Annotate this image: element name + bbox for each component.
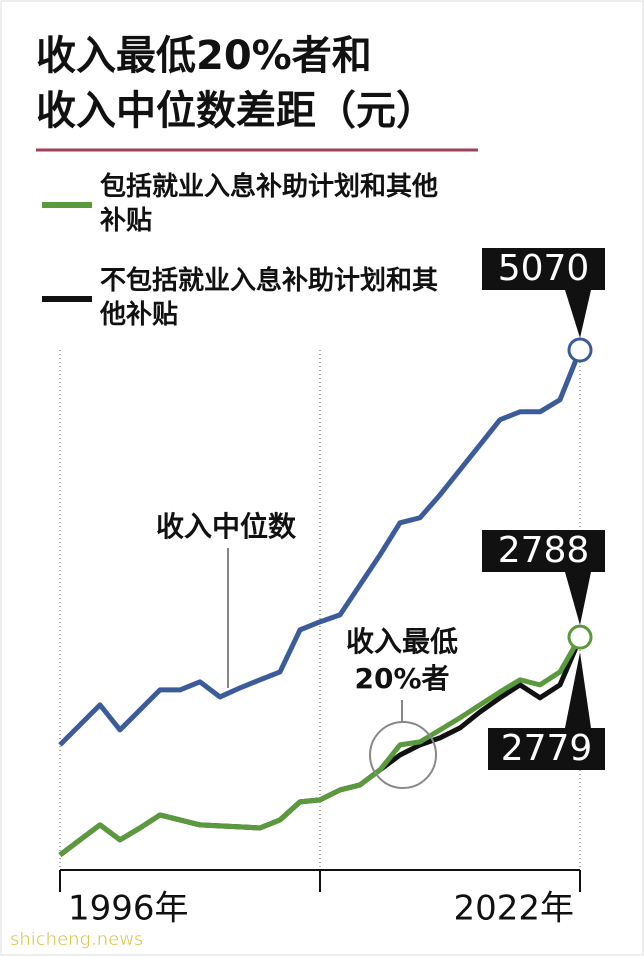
callout-box bbox=[488, 728, 605, 770]
end-marker bbox=[567, 624, 593, 650]
legend-label: 不包括就业入息补助计划和其他补贴 bbox=[100, 266, 439, 330]
watermark: shicheng.news bbox=[10, 929, 143, 950]
data-label: 5070 bbox=[498, 248, 590, 289]
annotation: 20%者 bbox=[354, 662, 449, 695]
annotation: 收入最低 bbox=[346, 625, 458, 658]
callout-pointer bbox=[565, 652, 591, 728]
annotation: 收入中位数 bbox=[156, 510, 297, 543]
highlight-circle bbox=[369, 721, 437, 789]
series-line bbox=[58, 349, 583, 747]
callout-box bbox=[482, 530, 605, 572]
data-label: 2779 bbox=[501, 728, 593, 769]
chart-title: 收入最低20%者和 bbox=[36, 33, 372, 79]
legend-label: 包括就业入息补助计划和其他补贴 bbox=[100, 172, 439, 236]
callout-pointer bbox=[565, 572, 591, 626]
data-label: 2788 bbox=[498, 530, 590, 571]
x-tick-label: 1996年 bbox=[68, 889, 189, 929]
callout-pointer bbox=[565, 290, 591, 339]
end-marker bbox=[567, 337, 593, 363]
series-line bbox=[58, 635, 583, 857]
chart-title: 收入中位数差距（元） bbox=[36, 88, 436, 134]
x-tick-label: 2022年 bbox=[453, 889, 574, 929]
callout-box bbox=[482, 248, 605, 290]
